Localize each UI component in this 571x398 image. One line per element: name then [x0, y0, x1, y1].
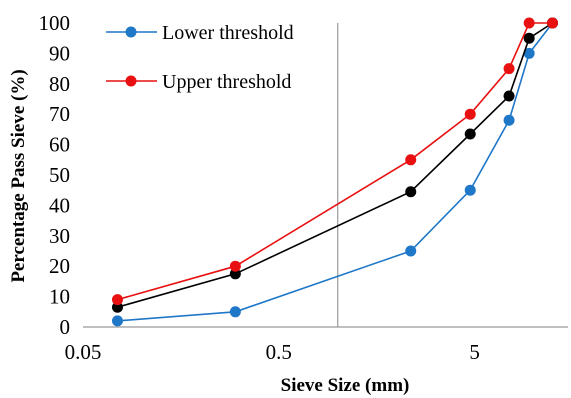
y-tick-label: 50	[49, 163, 70, 187]
data-point	[546, 17, 558, 29]
tick-labels: 0 10 20 30 40 50 60 70 80 90 100 0.05 0.5 5	[39, 11, 480, 364]
data-point	[405, 154, 417, 166]
y-tick-label: 40	[49, 193, 70, 217]
y-axis-title: Percentage Pass Sieve (%)	[8, 69, 29, 282]
data-point	[405, 186, 417, 198]
data-point	[111, 294, 123, 306]
legend: Lower threshold Upper threshold	[106, 22, 294, 93]
data-point	[464, 128, 476, 140]
x-tick-label: 0.05	[65, 340, 102, 364]
data-point	[523, 17, 535, 29]
legend-marker	[125, 26, 137, 38]
series-line	[117, 22, 554, 322]
data-point	[523, 47, 535, 59]
x-tick-label: 5	[469, 340, 480, 364]
data-point	[229, 306, 241, 318]
y-tick-label: 0	[60, 315, 71, 339]
x-axis-title: Sieve Size (mm)	[281, 375, 410, 396]
data-point	[503, 90, 515, 102]
y-tick-label: 80	[49, 72, 70, 96]
y-tick-label: 30	[49, 224, 70, 248]
data-point	[503, 114, 515, 126]
data-point	[111, 315, 123, 327]
data-point	[523, 32, 535, 44]
y-tick-label: 60	[49, 133, 70, 157]
y-tick-label: 10	[49, 285, 70, 309]
data-point	[503, 63, 515, 75]
x-tick-label: 0.5	[266, 340, 292, 364]
data-point	[464, 184, 476, 196]
legend-label: Upper threshold	[162, 71, 291, 93]
series-group	[111, 17, 558, 327]
series-line	[117, 22, 553, 308]
legend-marker	[125, 75, 137, 87]
y-tick-label: 90	[49, 41, 70, 65]
data-point	[229, 260, 241, 272]
data-point	[405, 245, 417, 257]
data-point	[229, 268, 241, 280]
data-point	[464, 108, 476, 120]
series-line	[117, 22, 553, 301]
y-tick-label: 70	[49, 102, 70, 126]
legend-label: Lower threshold	[162, 22, 294, 44]
data-point	[111, 301, 123, 313]
axes	[83, 23, 568, 328]
y-tick-label: 20	[49, 254, 70, 278]
y-tick-label: 100	[39, 11, 71, 35]
